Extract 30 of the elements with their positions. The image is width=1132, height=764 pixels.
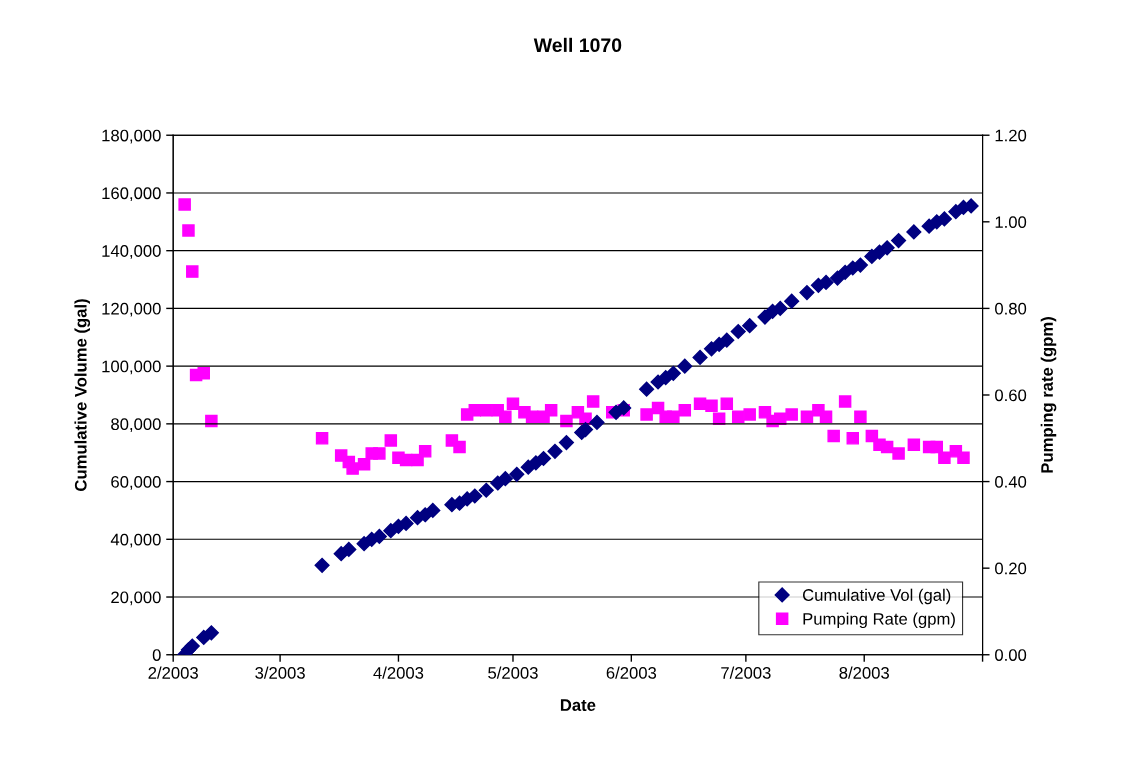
legend-label: Pumping Rate (gpm): [803, 612, 955, 629]
y-tick-label: 20,000: [111, 591, 161, 606]
y-tick-label: 140,000: [102, 245, 161, 259]
y-tick-label: 80,000: [111, 418, 161, 433]
y-tick-label: 100,000: [102, 360, 161, 375]
y-axis-title: Cumulative Volume (gal): [74, 299, 91, 491]
x-axis-title: Date: [560, 699, 596, 711]
y2-tick-label: 0.80: [995, 302, 1027, 315]
x-tick-label: 4/2003: [373, 666, 424, 679]
y-tick-label: 60,000: [111, 475, 161, 490]
y-tick-label: 120,000: [102, 302, 161, 317]
y-tick-label: 160,000: [102, 187, 161, 202]
y2-tick-label: 0.20: [995, 562, 1027, 575]
y2-tick-label: 0.00: [995, 649, 1027, 661]
chart-title: Well 1070: [533, 37, 622, 53]
x-tick-label: 7/2003: [721, 666, 771, 679]
x-tick-label: 2/2003: [148, 666, 198, 679]
y2-tick-label: 0.60: [995, 389, 1027, 402]
y-tick-label: 40,000: [110, 533, 161, 548]
y-tick-label: 180,000: [102, 129, 161, 144]
y2-tick-label: 1.00: [995, 216, 1027, 229]
y-tick-label: 0: [152, 649, 161, 661]
y2-tick-label: 1.20: [995, 129, 1027, 142]
legend-label: Cumulative Vol (gal): [803, 588, 951, 605]
x-tick-label: 6/2003: [606, 666, 657, 679]
y2-axis-title: Pumping rate (gpm): [1040, 317, 1057, 473]
x-tick-label: 3/2003: [255, 666, 305, 679]
x-tick-label: 5/2003: [488, 666, 538, 679]
y2-tick-label: 0.40: [995, 475, 1027, 488]
x-tick-label: 8/2003: [839, 666, 889, 679]
